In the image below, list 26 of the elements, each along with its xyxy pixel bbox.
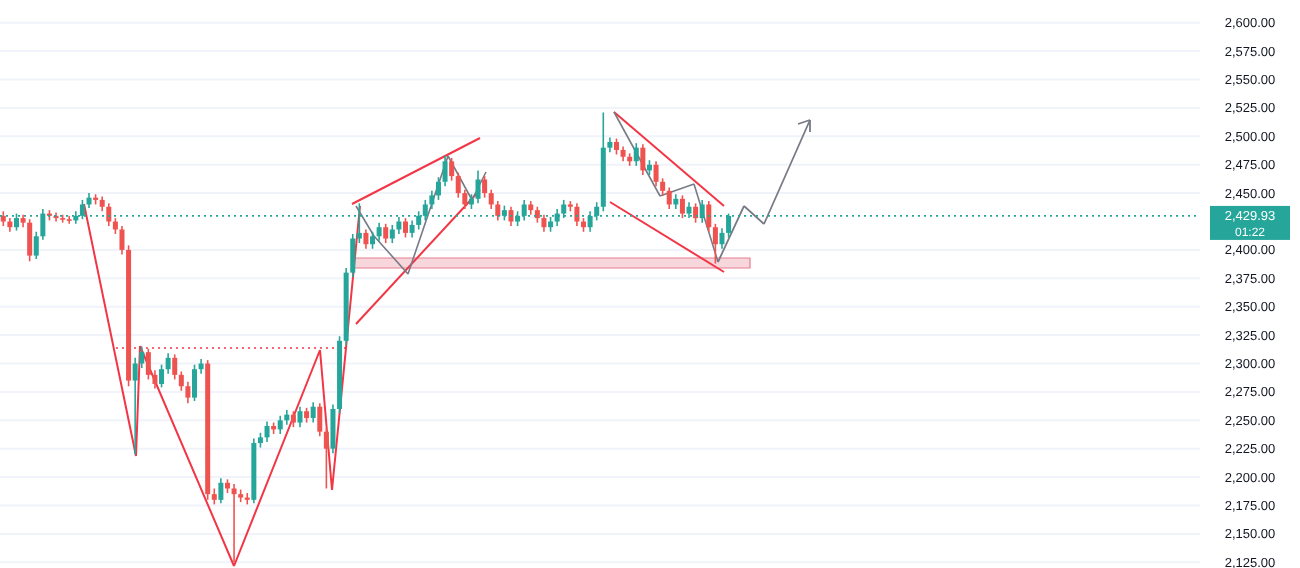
candlestick bbox=[66, 215, 72, 225]
candlestick bbox=[244, 492, 250, 506]
candlestick bbox=[106, 202, 112, 227]
candlestick bbox=[277, 414, 283, 435]
candlestick bbox=[574, 202, 580, 227]
candlestick bbox=[679, 194, 685, 219]
candlestick bbox=[231, 483, 237, 564]
candlestick bbox=[389, 224, 395, 244]
candlestick bbox=[633, 142, 639, 167]
candlestick bbox=[264, 420, 270, 443]
candlestick bbox=[172, 353, 178, 381]
candlestick bbox=[402, 217, 408, 239]
candlestick bbox=[297, 405, 303, 428]
candlestick bbox=[27, 218, 33, 263]
candlestick bbox=[442, 154, 448, 188]
candlestick bbox=[666, 186, 672, 210]
candlestick bbox=[653, 160, 659, 188]
candlestick bbox=[310, 401, 316, 424]
candlestick bbox=[363, 228, 369, 250]
candlestick bbox=[383, 222, 389, 244]
candlestick bbox=[192, 363, 198, 402]
candlestick bbox=[376, 221, 382, 242]
candlestick bbox=[475, 169, 481, 205]
candlestick bbox=[218, 477, 224, 505]
candlestick bbox=[145, 347, 151, 381]
candlestick bbox=[640, 143, 646, 176]
